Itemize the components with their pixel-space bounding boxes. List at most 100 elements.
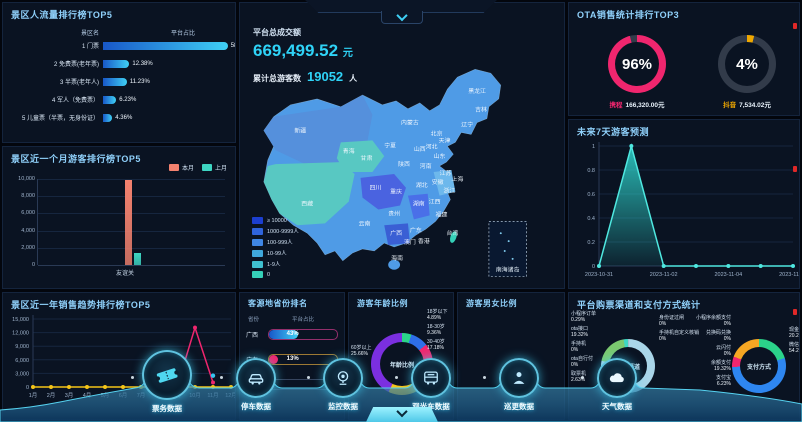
- donut-callout: 小程序订单 0.29%: [571, 311, 607, 323]
- callout-label: 手持机: [571, 341, 587, 347]
- province-label: 吉林: [475, 106, 487, 114]
- donut-center-label: 支付方式: [746, 364, 771, 371]
- total-gmv-value: 669,499.52: [253, 41, 339, 60]
- axis-tick-label: 10,000: [18, 176, 35, 182]
- platform-stats: 平台总成交额 669,499.52 元 累计总游客数 19052 人: [253, 27, 357, 84]
- ota-item: 96% 携程 166,320.00元: [587, 35, 687, 109]
- inset-label: 南海诸岛: [496, 266, 520, 274]
- method-donut: 支付方式: [732, 339, 786, 393]
- svg-text:11月: 11月: [207, 392, 218, 399]
- region-qinghai: [336, 140, 385, 172]
- nav-item-car[interactable]: 停车数据: [221, 358, 291, 412]
- donut-callout: 余额支付 19.32%: [687, 360, 731, 372]
- map-legend-item: 0: [252, 271, 299, 278]
- forecast-panel: 未来7天游客预测 0 0.2 0.4 0.6 0.8 1 2023-10-31 2023-11…: [568, 119, 800, 289]
- svg-text:0.4: 0.4: [587, 216, 595, 222]
- row-label: 5 儿童票（半票，无身份证）: [21, 116, 99, 122]
- ota-name: 携程: [609, 102, 623, 109]
- grid-line: [38, 265, 225, 266]
- nav-dot: [581, 376, 584, 379]
- callout-value: 0%: [571, 347, 579, 353]
- map-legend-item: 10-99人: [252, 249, 299, 257]
- edge-marker-icon: [793, 166, 797, 172]
- nav-label: 监控数据: [328, 402, 358, 411]
- panel-title: 平台购票渠道和支付方式统计: [577, 300, 701, 310]
- svg-text:1月: 1月: [29, 392, 38, 399]
- map-legend-label: 0: [267, 271, 271, 278]
- callout-value: 0%: [659, 336, 667, 342]
- svg-text:6月: 6月: [119, 392, 128, 399]
- svg-text:9,000: 9,000: [15, 344, 29, 350]
- header-collapse-tab[interactable]: [381, 9, 423, 24]
- province-label: 四川: [369, 185, 381, 192]
- map-inset-nanhai: 南海诸岛: [488, 221, 527, 277]
- flow-rank-row: 1 门票 58.54%: [3, 41, 235, 50]
- row-bar: [103, 113, 113, 122]
- total-gmv-label: 平台总成交额: [253, 28, 301, 37]
- callout-value: 19.32%: [571, 332, 588, 338]
- region-hunan: [407, 193, 430, 220]
- province-label: 上海: [451, 175, 463, 183]
- province-label: 重庆: [390, 188, 402, 196]
- nav-item-ticket[interactable]: 票务数据: [132, 350, 202, 414]
- bottom-collapse-tab[interactable]: [366, 407, 438, 422]
- row-value: 58.54%: [230, 42, 235, 49]
- province-label: 陕西: [398, 160, 410, 168]
- donut-callout: 18岁以下 4.89%: [427, 309, 453, 321]
- bar: [134, 252, 141, 265]
- callout-value: 54.22%: [789, 348, 799, 354]
- axis-tick-label: 6,000: [21, 210, 35, 217]
- legend-swatch: [201, 164, 212, 171]
- province-label: 贵州: [388, 209, 400, 217]
- province-label: 广东: [410, 226, 422, 234]
- nav-item-person[interactable]: 巡更数据: [484, 358, 554, 412]
- callout-label: 小程序订单: [571, 311, 597, 317]
- nav-dot: [307, 376, 310, 379]
- svg-text:2023-11-06: 2023-11-06: [779, 272, 800, 278]
- nav-item-camera[interactable]: 监控数据: [308, 358, 378, 412]
- visitors-unit: 人: [349, 74, 358, 83]
- province-label: 安徽: [432, 178, 444, 186]
- nav-item-cloud[interactable]: 天气数据: [582, 358, 652, 412]
- edge-marker-icon: [793, 309, 797, 315]
- legend-item[interactable]: 本月: [168, 163, 194, 172]
- map-legend-label: 1000-9999人: [267, 229, 299, 235]
- ota-percent: 4%: [736, 55, 758, 73]
- province-label: 河北: [426, 142, 438, 150]
- panel-title: 景区近一年销售趋势排行榜TOP5: [11, 300, 151, 310]
- ota-donut: 96%: [608, 35, 666, 93]
- panel-title: 景区近一个月游客排行榜TOP5: [11, 154, 141, 164]
- province-label: 澳门: [404, 238, 416, 246]
- callout-value: 0%: [659, 321, 667, 327]
- province-label: 福建: [436, 210, 448, 218]
- map-legend-swatch: [252, 227, 263, 235]
- donut-callout: 兑换码兑换 0%: [687, 330, 731, 342]
- province-label: 内蒙古: [401, 119, 419, 127]
- map-legend-label: 10-99人: [267, 251, 287, 257]
- row-label: 广西: [246, 333, 259, 339]
- legend-item[interactable]: 上月: [201, 163, 227, 172]
- axis-tick-label: 4,000: [21, 227, 35, 234]
- svg-text:6,000: 6,000: [15, 358, 29, 364]
- donut-callout: ota接口 19.32%: [571, 326, 607, 338]
- callout-value: 0%: [723, 351, 731, 357]
- column-header: 省份: [248, 317, 260, 323]
- row-value: 4.36%: [115, 114, 133, 121]
- row-label: 3 半票(老年人): [59, 80, 99, 86]
- callout-value: 9.36%: [427, 330, 442, 336]
- map-legend-label: ≥ 10000: [267, 217, 287, 224]
- legend-swatch: [168, 164, 179, 171]
- axis-tick-label: 8,000: [21, 193, 35, 200]
- visitors-value: 19052: [307, 69, 344, 84]
- donut-hole: 96%: [615, 42, 659, 86]
- row-value: 43%: [286, 331, 299, 337]
- callout-label: 手持机自定义核销: [659, 330, 700, 336]
- region-sichuan: [360, 173, 406, 210]
- nav-label: 巡更数据: [504, 402, 534, 411]
- province-label: 江西: [429, 199, 441, 206]
- camera-icon: [323, 358, 363, 398]
- nav-item-bus[interactable]: 观光车数据: [396, 358, 466, 412]
- donut-callout: 云闪付 0%: [687, 345, 731, 357]
